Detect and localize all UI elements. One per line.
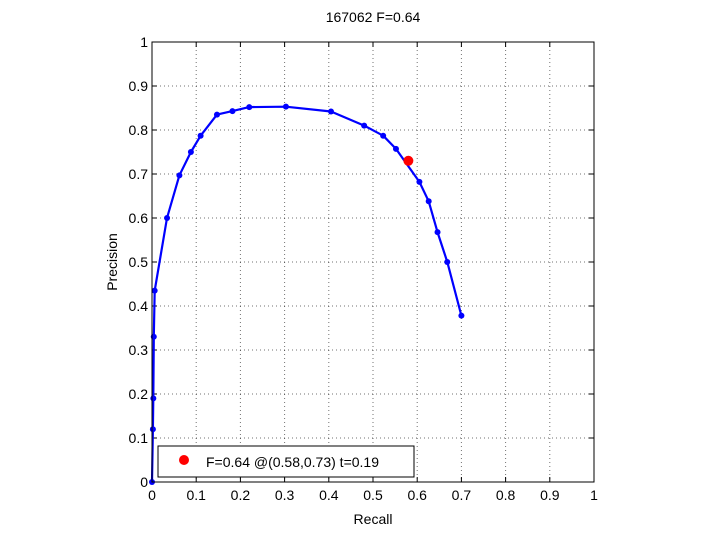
y-tick-label: 0.1	[129, 430, 149, 446]
pr-curve-point	[392, 145, 399, 152]
pr-curve-point	[164, 215, 171, 221]
x-tick-label: 0.3	[275, 487, 295, 503]
pr-curve-point	[425, 198, 432, 205]
y-tick-label: 0.3	[129, 342, 149, 358]
legend-box	[157, 445, 415, 478]
pr-curve-point	[149, 426, 156, 433]
pr-curve-point	[444, 259, 451, 265]
pr-curve-point	[187, 149, 194, 155]
pr-curve-point	[328, 108, 335, 115]
y-tick-label: 0.2	[129, 386, 149, 402]
x-tick-label: 0.8	[496, 487, 516, 503]
pr-curve-point	[434, 229, 441, 236]
y-tick-label: 0.4	[129, 298, 149, 314]
legend-marker	[179, 455, 189, 465]
y-tick-label: 0.6	[129, 210, 149, 226]
legend: F=0.64 @(0.58,0.73) t=0.19	[157, 445, 415, 478]
x-tick-label: 0.6	[407, 487, 427, 503]
pr-curve-point	[176, 172, 183, 179]
x-tick-label: 0.2	[231, 487, 251, 503]
y-tick-label: 1	[140, 34, 148, 50]
pr-curve-point	[361, 122, 368, 129]
pr-curve-point	[416, 178, 423, 185]
y-tick-label: 0.8	[129, 122, 149, 138]
y-tick-label: 0.9	[129, 78, 149, 94]
pr-curve-point	[246, 104, 253, 111]
pr-curve-point	[197, 132, 204, 139]
y-tick-label: 0	[140, 474, 148, 490]
pr-curve-point	[229, 108, 236, 115]
y-tick-label: 0.7	[129, 166, 149, 182]
legend-label: F=0.64 @(0.58,0.73) t=0.19	[206, 454, 379, 470]
pr-curve-point	[458, 312, 465, 319]
x-tick-labels: 0 0.1 0.2 0.3 0.4 0.5 0.6 0.7 0.8 0.9 1	[148, 487, 598, 503]
best-point-layer	[403, 155, 414, 166]
y-tick-labels: 0 0.1 0.2 0.3 0.4 0.5 0.6 0.7 0.8 0.9 1	[129, 34, 149, 490]
x-tick-label: 0.9	[540, 487, 560, 503]
y-axis-label: Precision	[104, 233, 120, 291]
x-axis-label: Recall	[354, 511, 393, 527]
pr-curve-point	[150, 395, 157, 402]
pr-curve-point	[282, 103, 289, 110]
chart-title: 167062 F=0.64	[326, 9, 421, 25]
pr-curve-line	[150, 105, 463, 483]
pr-curve-point	[151, 287, 158, 294]
pr-curve-point	[213, 111, 220, 118]
best-f-point	[403, 155, 414, 166]
x-tick-label: 0.1	[186, 487, 206, 503]
plot-frame	[151, 41, 595, 483]
x-tick-label: 0.4	[319, 487, 339, 503]
x-tick-label: 0.7	[452, 487, 472, 503]
x-tick-label: 1	[590, 487, 598, 503]
y-tick-label: 0.5	[129, 254, 149, 270]
x-tick-label: 0.5	[363, 487, 383, 503]
x-tick-label: 0	[148, 487, 156, 503]
pr-curve-point	[380, 132, 387, 139]
